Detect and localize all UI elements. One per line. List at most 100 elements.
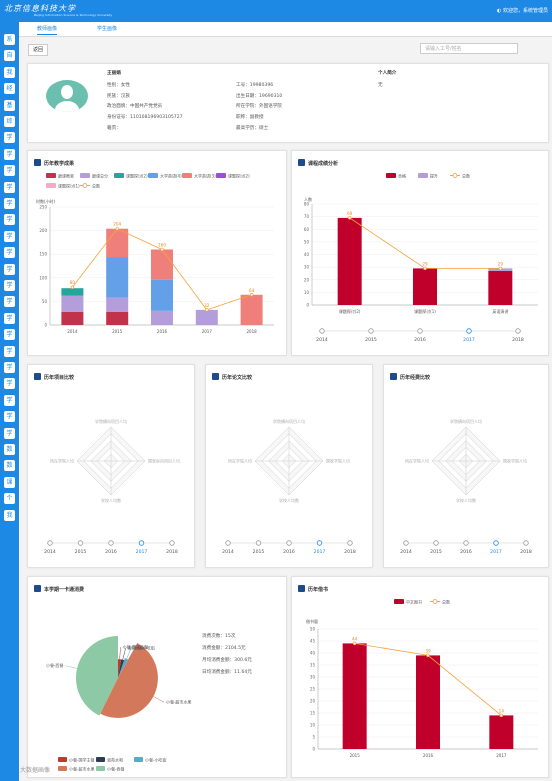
sidebar-item-26[interactable]: 数 <box>4 460 15 472</box>
data-label: 69 <box>347 211 353 216</box>
y-tick-label: 40 <box>304 252 310 257</box>
timeline-label: 2014 <box>222 549 234 555</box>
sidebar-item-17[interactable]: 学 <box>4 312 15 324</box>
timeline-node-2016[interactable] <box>417 328 423 334</box>
sidebar-item-21[interactable]: 学 <box>4 378 15 390</box>
sidebar-item-23[interactable]: 学 <box>4 411 15 423</box>
legend-label: 课题探讨(2) <box>228 173 250 179</box>
bar <box>151 279 173 311</box>
timeline-node-2015[interactable] <box>77 540 84 546</box>
timeline-node-2017[interactable] <box>493 540 499 546</box>
funding-radar-title: 历年经费比较 <box>390 373 430 381</box>
timeline-node-2014[interactable] <box>403 540 409 546</box>
profile-staff-no: 工号：19980396 <box>236 83 274 88</box>
pie-label: 小餐-国学主餐 <box>123 644 148 650</box>
welcome-text[interactable]: ◐ 欢迎您，系统管理员 <box>497 8 548 14</box>
pie-leader <box>65 665 78 669</box>
sidebar-item-27[interactable]: 课 <box>4 476 15 488</box>
sidebar-item-19[interactable]: 学 <box>4 345 15 357</box>
book-icon <box>298 585 305 592</box>
timeline-node-2016[interactable] <box>108 540 114 546</box>
sidebar-item-22[interactable]: 学 <box>4 394 15 406</box>
timeline-node-2018[interactable] <box>169 540 175 546</box>
sidebar-item-15[interactable]: 学 <box>4 280 15 291</box>
back-button[interactable]: 返回 <box>28 44 48 56</box>
y-tick-label: 10 <box>310 723 316 728</box>
sidebar-item-8[interactable]: 学 <box>4 165 15 177</box>
timeline-node-2015[interactable] <box>255 540 262 546</box>
legend-label: 大学英语(3) <box>194 173 216 179</box>
sidebar-item-3[interactable]: 经 <box>4 83 15 95</box>
sidebar-item-13[interactable]: 学 <box>4 247 15 259</box>
sidebar-item-29[interactable]: 我 <box>4 509 15 521</box>
sidebar-item-25[interactable]: 数 <box>4 444 15 455</box>
sidebar-item-1[interactable]: 自 <box>4 50 15 62</box>
timeline-node-2014[interactable] <box>225 540 231 546</box>
y-tick-label: 70 <box>304 214 310 219</box>
timeline-node-2017[interactable] <box>138 540 145 546</box>
sidebar-item-0[interactable]: 系 <box>4 34 15 45</box>
radar-label-right: 国家学院人均 <box>326 458 350 464</box>
line-point <box>70 285 75 289</box>
y-axis-label: 时数(小时) <box>36 198 56 204</box>
sidebar-item-18[interactable]: 学 <box>4 329 15 341</box>
sidebar-item-9[interactable]: 学 <box>4 181 15 193</box>
search-input[interactable]: 请输入工号/姓名 <box>420 43 518 54</box>
teaching-chart: 跟课教室 跟课总分 课题探讨(2) 大学英语(4) 大学英语(3) 课题探讨(2) 课题探讨… <box>36 173 274 334</box>
timeline-node-2017[interactable] <box>466 328 472 334</box>
card-stat-daily: 日均消费金额：11.64元 <box>202 670 252 675</box>
legend-label: 中文图书 <box>406 599 422 605</box>
sidebar-item-11[interactable]: 学 <box>4 214 15 226</box>
y-tick-label: 40 <box>310 651 316 656</box>
pie-slice <box>76 636 118 716</box>
line-point <box>249 293 254 297</box>
timeline-node-2017[interactable] <box>316 540 323 546</box>
bar <box>489 715 514 749</box>
radar-label-bottom: 学校人均数 <box>279 497 299 503</box>
x-tick-label: 英语演讲 <box>492 308 508 314</box>
legend-swatch <box>394 599 404 604</box>
grades-title-text: 课程成绩分析 <box>308 161 339 167</box>
radar-label-top: 学院横向项目人均 <box>450 418 482 424</box>
line-point <box>160 247 164 252</box>
profile-birth: 出生日期：19690310 <box>236 94 283 99</box>
timeline-node-2014[interactable] <box>47 540 53 546</box>
timeline-node-2018[interactable] <box>347 540 353 546</box>
data-label: 29 <box>422 261 428 266</box>
tab-student-portrait[interactable]: 学生画像 <box>97 26 118 32</box>
legend-label: 合格 <box>398 173 406 179</box>
timeline-node-2015[interactable] <box>368 328 374 334</box>
pie-leader <box>122 648 126 660</box>
sidebar-item-12[interactable]: 学 <box>4 230 15 242</box>
y-tick-label: 0 <box>306 303 309 308</box>
sidebar-item-14[interactable]: 学 <box>4 263 15 275</box>
pie-leader <box>119 647 121 660</box>
bar <box>61 288 84 296</box>
timeline-node-2016[interactable] <box>286 540 292 546</box>
radar-label-top: 学院横向项目人均 <box>95 418 127 424</box>
sidebar-item-10[interactable]: 学 <box>4 198 15 209</box>
timeline-node-2016[interactable] <box>463 540 469 546</box>
paper-radar-title-text: 历年论文比较 <box>222 375 253 381</box>
sidebar-item-24[interactable]: 学 <box>4 427 15 439</box>
sidebar-item-5[interactable]: 综 <box>4 116 15 127</box>
legend-label: 跟课总分 <box>92 173 108 179</box>
sidebar-item-16[interactable]: 学 <box>4 296 15 308</box>
tab-teacher-portrait[interactable]: 教师画像 <box>37 25 58 35</box>
sidebar-item-20[interactable]: 学 <box>4 362 15 373</box>
timeline-node-2014[interactable] <box>319 328 325 334</box>
timeline-node-2018[interactable] <box>523 540 529 546</box>
sidebar-item-28[interactable]: 个 <box>4 493 15 505</box>
legend-swatch <box>148 173 158 178</box>
sidebar-item-4[interactable]: 基 <box>4 99 15 111</box>
sidebar-item-6[interactable]: 学 <box>4 132 15 144</box>
timeline-label: 2018 <box>520 549 532 555</box>
timeline-node-2015[interactable] <box>433 540 439 546</box>
sidebar-item-7[interactable]: 学 <box>4 148 15 160</box>
sidebar-item-2[interactable]: 我 <box>4 66 15 78</box>
timeline-node-2018[interactable] <box>515 328 521 334</box>
card-stat-count: 消费次数：15次 <box>202 634 236 639</box>
pie-leader <box>153 696 165 703</box>
